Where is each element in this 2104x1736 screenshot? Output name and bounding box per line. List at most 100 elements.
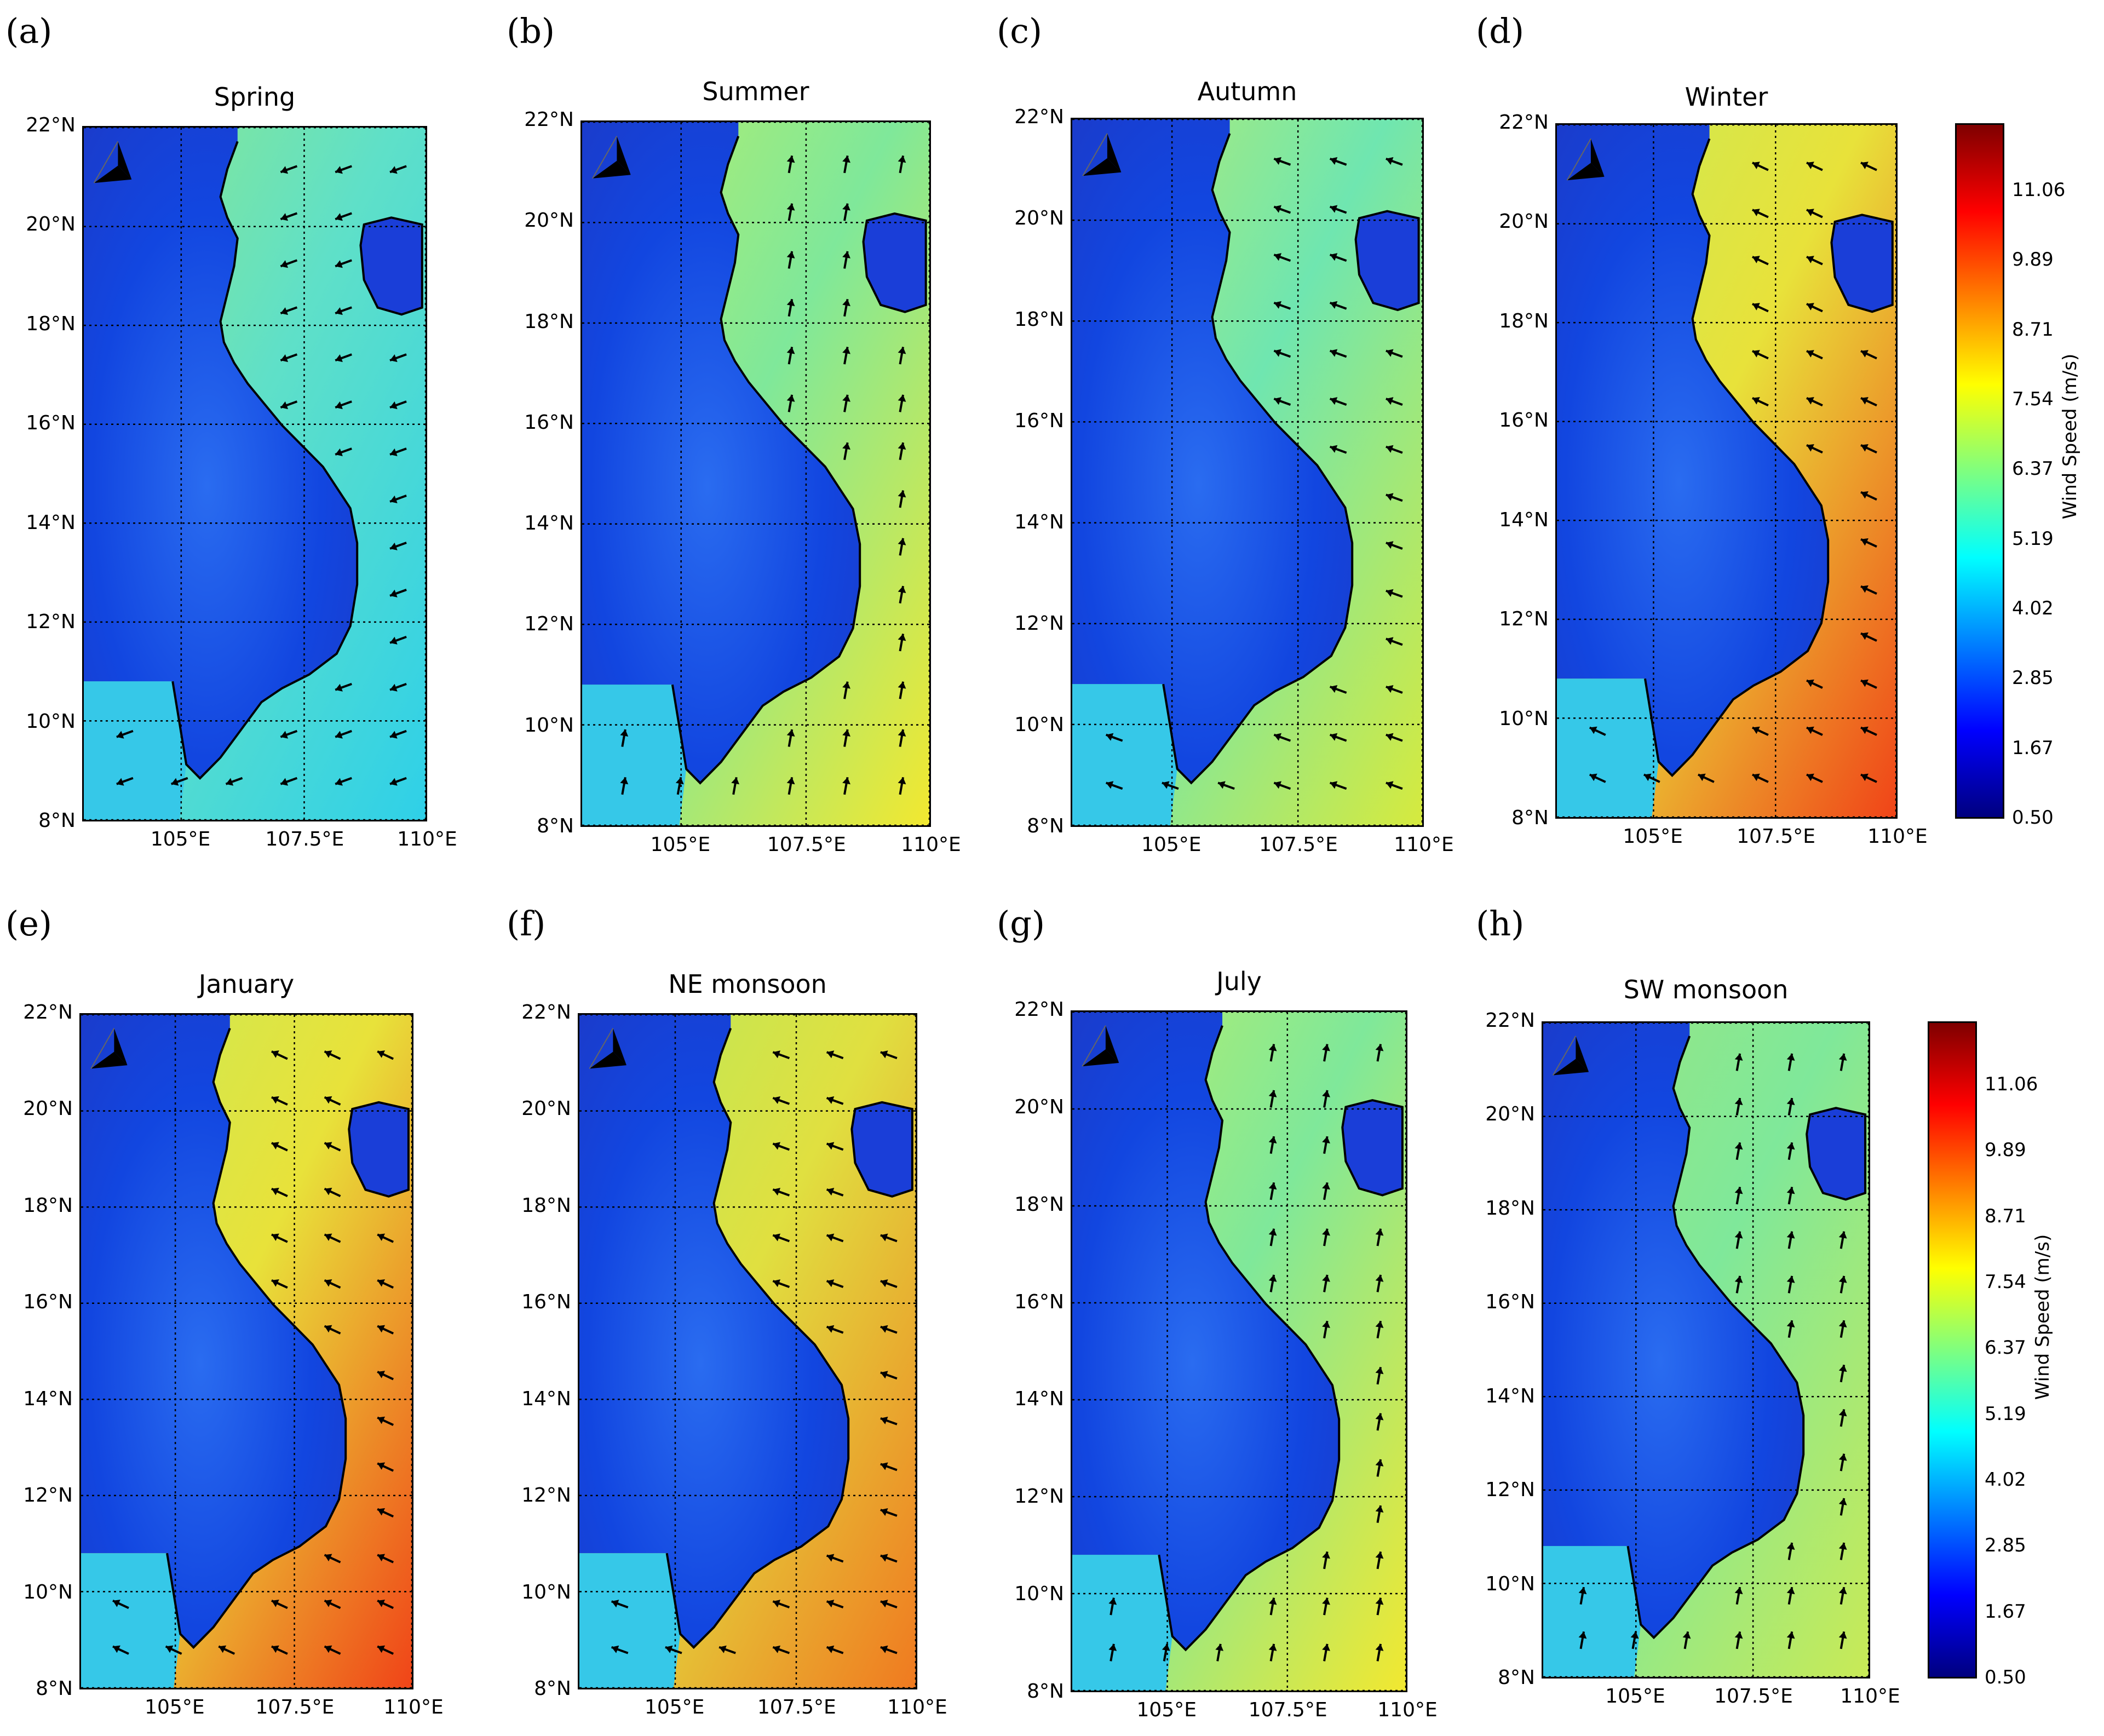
hainan-island bbox=[850, 1101, 913, 1198]
colorbar-tick-label: 4.02 bbox=[1985, 1468, 2026, 1491]
wind-arrow bbox=[1734, 1631, 1743, 1649]
wind-arrow bbox=[1322, 1090, 1330, 1108]
lon-tick-label: 110°E bbox=[1867, 825, 1928, 848]
wind-speed-map bbox=[578, 1013, 917, 1689]
colorbar-tick-label: 8.71 bbox=[2012, 318, 2054, 341]
wind-arrow bbox=[786, 298, 795, 317]
wind-arrow bbox=[112, 1645, 129, 1655]
lon-tick-label: 110°E bbox=[383, 1696, 444, 1718]
wind-arrow bbox=[171, 777, 188, 786]
wind-arrow bbox=[898, 442, 906, 461]
wind-arrow bbox=[1268, 1182, 1277, 1200]
wind-arrow bbox=[1375, 1044, 1384, 1062]
wind-arrow bbox=[389, 682, 407, 692]
wind-arrow bbox=[389, 495, 407, 503]
wind-arrow bbox=[324, 1279, 341, 1289]
lon-tick-label: 105°E bbox=[145, 1696, 205, 1718]
lon-tick-label: 110°E bbox=[1377, 1699, 1438, 1721]
panel-title: Spring bbox=[214, 82, 296, 112]
wind-arrow bbox=[1838, 1231, 1847, 1249]
wind-arrow bbox=[718, 1645, 736, 1654]
wind-arrow bbox=[1268, 1643, 1277, 1662]
wind-arrow bbox=[1108, 1643, 1117, 1662]
wind-arrow bbox=[880, 1645, 898, 1654]
wind-arrow bbox=[1806, 209, 1823, 219]
lat-tick-label: 8°N bbox=[1498, 1666, 1535, 1689]
wind-arrow bbox=[1734, 1187, 1743, 1205]
lat-tick-label: 18°N bbox=[524, 310, 574, 333]
wind-arrow bbox=[1322, 1136, 1330, 1154]
wind-arrow bbox=[1860, 491, 1877, 501]
wind-arrow bbox=[1386, 685, 1403, 694]
wind-arrow bbox=[898, 155, 906, 174]
lat-tick-label: 18°N bbox=[1499, 309, 1549, 332]
wind-arrow bbox=[1860, 773, 1877, 783]
wind-arrow bbox=[1386, 781, 1403, 790]
wind-arrow bbox=[1268, 1044, 1277, 1062]
wind-arrow bbox=[826, 1645, 844, 1654]
wind-arrow bbox=[1329, 349, 1347, 358]
wind-arrow bbox=[842, 729, 850, 747]
wind-arrow bbox=[377, 1600, 394, 1609]
wind-arrow bbox=[842, 203, 850, 221]
wind-arrow bbox=[1108, 1597, 1117, 1616]
lat-tick-label: 16°N bbox=[26, 412, 76, 435]
wind-arrow bbox=[826, 1325, 844, 1334]
colorbar-gradient bbox=[1955, 123, 2004, 819]
wind-arrow bbox=[335, 682, 352, 692]
wind-arrow bbox=[324, 1050, 341, 1060]
wind-speed-map bbox=[1071, 1010, 1407, 1692]
lat-tick-label: 8°N bbox=[537, 815, 574, 837]
wind-arrow bbox=[842, 298, 850, 317]
lat-tick-label: 20°N bbox=[1014, 207, 1064, 229]
lat-tick-label: 8°N bbox=[38, 809, 76, 832]
wind-arrow bbox=[620, 729, 629, 747]
wind-arrow bbox=[772, 1645, 790, 1654]
wind-arrow bbox=[826, 1600, 844, 1608]
lat-tick-label: 10°N bbox=[1485, 1572, 1535, 1595]
lat-tick-label: 12°N bbox=[521, 1484, 571, 1507]
lat-tick-label: 12°N bbox=[1499, 608, 1549, 631]
lat-tick-label: 22°N bbox=[1499, 111, 1549, 134]
wind-arrow bbox=[1268, 1274, 1277, 1292]
wind-arrow bbox=[1268, 1090, 1277, 1108]
wind-arrow bbox=[389, 400, 407, 410]
lon-tick-label: 107.5°E bbox=[767, 833, 846, 856]
wind-arrow bbox=[1322, 1274, 1330, 1292]
hainan-island bbox=[348, 1101, 410, 1198]
wind-arrow bbox=[898, 585, 906, 603]
wind-arrow bbox=[1786, 1231, 1795, 1249]
wind-arrow bbox=[1386, 157, 1403, 166]
wind-arrow bbox=[786, 155, 795, 174]
wind-arrow bbox=[1273, 205, 1291, 214]
wind-arrow bbox=[324, 1096, 341, 1106]
wind-arrow bbox=[1329, 781, 1347, 790]
map-canvas bbox=[582, 122, 929, 825]
wind-arrow bbox=[1734, 1097, 1743, 1116]
wind-arrow bbox=[1375, 1366, 1384, 1385]
panel-title: Autumn bbox=[1197, 77, 1297, 106]
wind-arrow bbox=[112, 1600, 129, 1609]
wind-arrow bbox=[1838, 1498, 1847, 1516]
lat-tick-label: 22°N bbox=[1485, 1009, 1535, 1032]
wind-arrow bbox=[1752, 209, 1769, 219]
lat-tick-label: 16°N bbox=[1499, 409, 1549, 432]
wind-arrow bbox=[1329, 205, 1347, 214]
wind-arrow bbox=[1322, 1320, 1330, 1338]
wind-arrow bbox=[389, 165, 407, 174]
map-canvas bbox=[84, 128, 426, 820]
wind-arrow bbox=[880, 1508, 898, 1517]
wind-arrow bbox=[1734, 1053, 1743, 1071]
colorbar-tick-label: 7.54 bbox=[2012, 388, 2054, 410]
wind-arrow bbox=[335, 400, 352, 410]
wind-arrow bbox=[1273, 733, 1291, 742]
wind-arrow bbox=[389, 777, 407, 786]
lon-tick-label: 107.5°E bbox=[1737, 825, 1816, 848]
lat-tick-label: 8°N bbox=[36, 1677, 73, 1700]
wind-arrow bbox=[898, 490, 906, 508]
wind-arrow bbox=[826, 1142, 844, 1151]
wind-arrow bbox=[1806, 350, 1823, 360]
wind-arrow bbox=[280, 306, 298, 315]
wind-arrow bbox=[280, 212, 298, 221]
wind-arrow bbox=[1386, 349, 1403, 358]
